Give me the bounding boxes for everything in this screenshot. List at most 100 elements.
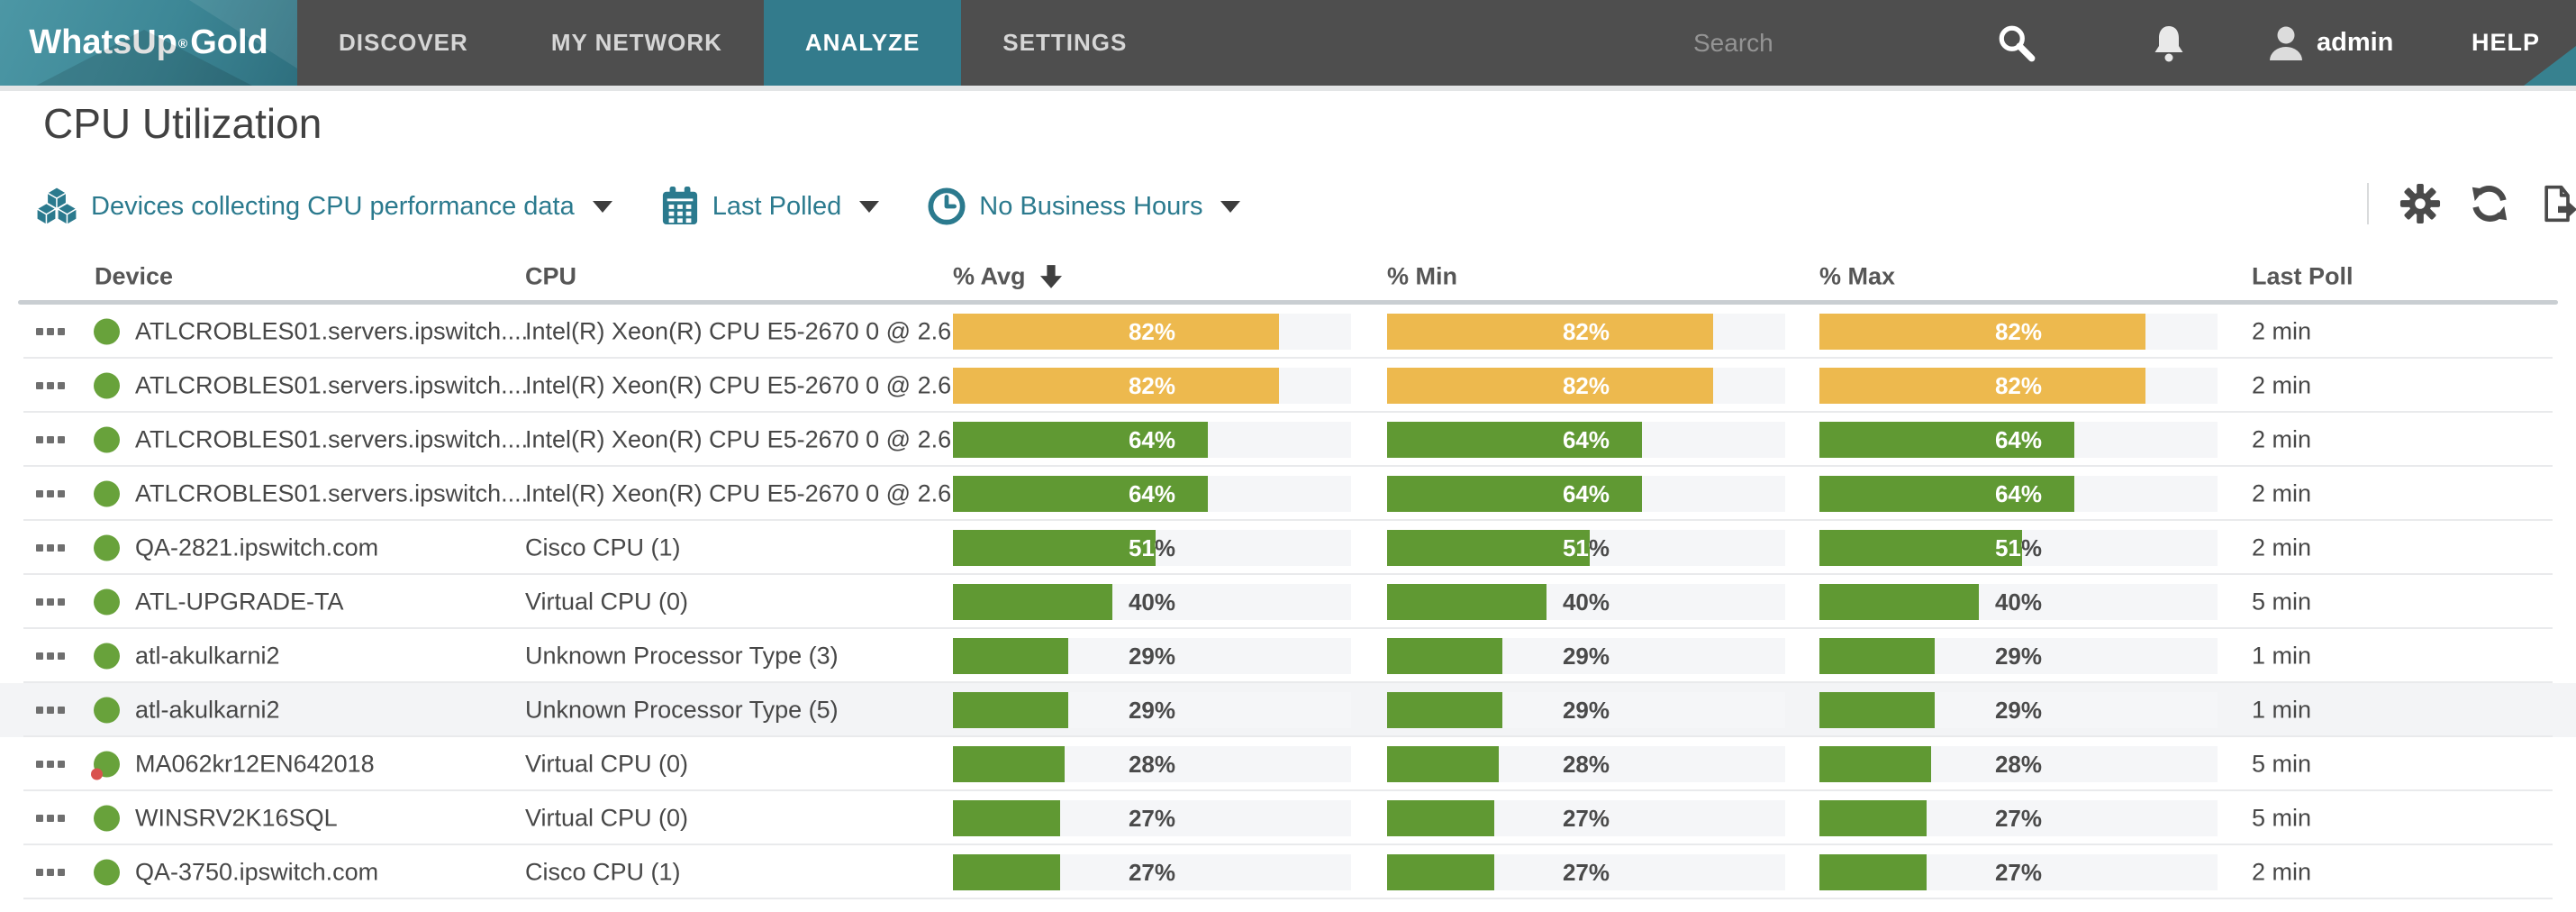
min-utilization-bar: 29%29% <box>1387 692 1785 728</box>
column-header-cpu[interactable]: CPU <box>525 262 577 290</box>
column-header-min[interactable]: % Min <box>1387 262 1457 290</box>
date-range-filter[interactable]: Last Polled <box>661 186 880 227</box>
device-status-icon <box>94 697 120 724</box>
search-input[interactable] <box>1693 21 1982 66</box>
device-name[interactable]: ATLCROBLES01.servers.ipswitch.... <box>135 371 529 399</box>
avg-utilization-bar: 29%29% <box>953 692 1351 728</box>
row-actions-menu-icon[interactable] <box>36 707 65 714</box>
cpu-name: Cisco CPU (1) <box>525 858 681 886</box>
avg-utilization-bar: 40%40% <box>953 584 1351 620</box>
max-utilization-bar: 82%82% <box>1819 368 2218 404</box>
device-status-icon <box>94 372 120 399</box>
device-status-icon <box>94 426 120 453</box>
device-name[interactable]: QA-2821.ipswitch.com <box>135 534 379 561</box>
row-actions-menu-icon[interactable] <box>36 598 65 606</box>
row-actions-menu-icon[interactable] <box>36 436 65 443</box>
toolbar-divider <box>2367 183 2369 224</box>
cpu-name: Intel(R) Xeon(R) CPU E5-2670 0 @ 2.6... <box>525 317 972 345</box>
cpu-name: Intel(R) Xeon(R) CPU E5-2670 0 @ 2.6... <box>525 425 972 453</box>
device-name[interactable]: ATLCROBLES01.servers.ipswitch.... <box>135 479 529 507</box>
clock-icon <box>928 187 966 225</box>
max-utilization-bar: 64%64% <box>1819 476 2218 512</box>
column-header-max[interactable]: % Max <box>1819 262 1896 290</box>
table-row: ATLCROBLES01.servers.ipswitch.... Intel(… <box>0 359 2576 413</box>
chevron-down-icon <box>859 200 880 213</box>
last-poll-value: 2 min <box>2252 858 2312 886</box>
row-actions-menu-icon[interactable] <box>36 815 65 822</box>
row-actions-menu-icon[interactable] <box>36 490 65 497</box>
last-poll-value: 2 min <box>2252 479 2312 507</box>
avg-utilization-bar: 27%27% <box>953 854 1351 890</box>
device-status-icon <box>94 588 120 616</box>
device-group-filter[interactable]: Devices collecting CPU performance data <box>36 187 612 226</box>
device-status-icon <box>94 805 120 832</box>
device-name[interactable]: ATLCROBLES01.servers.ipswitch.... <box>135 425 529 453</box>
refresh-icon[interactable] <box>2468 183 2511 224</box>
device-name[interactable]: MA062kr12EN642018 <box>135 750 375 778</box>
device-name[interactable]: QA-3750.ipswitch.com <box>135 858 379 886</box>
table-header: Device CPU % Avg % Min % Max Last Poll <box>0 253 2576 300</box>
min-utilization-bar: 27%27% <box>1387 854 1785 890</box>
last-poll-value: 2 min <box>2252 371 2312 399</box>
chevron-down-icon <box>592 200 612 213</box>
max-utilization-bar: 82%82% <box>1819 314 2218 350</box>
max-utilization-bar: 28%28% <box>1819 746 2218 782</box>
row-actions-menu-icon[interactable] <box>36 869 65 876</box>
search-icon[interactable] <box>1996 0 2037 86</box>
column-header-avg[interactable]: % Avg <box>953 263 1062 291</box>
page-title: CPU Utilization <box>43 100 322 147</box>
row-actions-menu-icon[interactable] <box>36 382 65 389</box>
max-utilization-bar: 29%29% <box>1819 638 2218 674</box>
last-poll-value: 5 min <box>2252 804 2312 832</box>
sort-desc-icon <box>1039 265 1062 288</box>
row-actions-menu-icon[interactable] <box>36 544 65 552</box>
cpu-name: Virtual CPU (0) <box>525 804 689 832</box>
min-utilization-bar: 51%51% <box>1387 530 1785 566</box>
user-menu[interactable]: admin <box>2266 0 2393 86</box>
table-row: ATLCROBLES01.servers.ipswitch.... Intel(… <box>0 467 2576 521</box>
settings-gear-icon[interactable] <box>2399 183 2441 224</box>
top-nav: WhatsUp ® Gold DISCOVER MY NETWORK ANALYZE… <box>0 0 2576 86</box>
export-icon[interactable] <box>2538 183 2576 224</box>
table-row: WINSRV2K16SQL Virtual CPU (0) 27% 27% 27%… <box>0 791 2576 845</box>
min-utilization-bar: 27%27% <box>1387 800 1785 836</box>
cpu-name: Intel(R) Xeon(R) CPU E5-2670 0 @ 2.6... <box>525 479 972 507</box>
nav-corner-decoration <box>2524 46 2576 86</box>
column-header-device[interactable]: Device <box>95 262 174 290</box>
tab-analyze[interactable]: ANALYZE <box>763 0 962 86</box>
business-hours-filter[interactable]: No Business Hours <box>928 187 1241 225</box>
filter-bar: Devices collecting CPU performance data … <box>36 182 1289 231</box>
device-name[interactable]: WINSRV2K16SQL <box>135 804 338 832</box>
cpu-name: Virtual CPU (0) <box>525 588 689 616</box>
row-actions-menu-icon[interactable] <box>36 761 65 768</box>
last-poll-value: 2 min <box>2252 425 2312 453</box>
device-status-icon <box>94 480 120 507</box>
avg-utilization-bar: 27%27% <box>953 800 1351 836</box>
max-utilization-bar: 51%51% <box>1819 530 2218 566</box>
tab-settings[interactable]: SETTINGS <box>1002 29 1128 56</box>
device-status-icon <box>94 643 120 670</box>
row-actions-menu-icon[interactable] <box>36 328 65 335</box>
tab-discover[interactable]: DISCOVER <box>339 29 468 56</box>
device-status-icon <box>91 751 120 780</box>
logo-text-whatsup: WhatsUp <box>29 23 177 61</box>
avg-utilization-bar: 28%28% <box>953 746 1351 782</box>
device-name[interactable]: ATLCROBLES01.servers.ipswitch.... <box>135 317 529 345</box>
nav-tabs: DISCOVER MY NETWORK ANALYZE SETTINGS <box>297 0 1168 86</box>
last-poll-value: 5 min <box>2252 588 2312 616</box>
tab-my-network[interactable]: MY NETWORK <box>550 29 722 56</box>
whatsup-gold-logo[interactable]: WhatsUp ® Gold <box>0 0 297 86</box>
logo-text-gold: Gold <box>190 23 268 61</box>
nav-shadow <box>0 86 2576 91</box>
table-row: QA-3750.ipswitch.com Cisco CPU (1) 27% 27… <box>0 845 2576 899</box>
device-name[interactable]: atl-akulkarni2 <box>135 642 280 670</box>
column-header-last-poll[interactable]: Last Poll <box>2252 262 2354 290</box>
calendar-icon <box>662 187 697 225</box>
max-utilization-bar: 27%27% <box>1819 854 2218 890</box>
notifications-bell-icon[interactable] <box>2151 0 2187 86</box>
last-poll-value: 2 min <box>2252 317 2312 345</box>
table-row: MA062kr12EN642018 Virtual CPU (0) 28% 28%… <box>0 737 2576 791</box>
row-actions-menu-icon[interactable] <box>36 652 65 660</box>
device-name[interactable]: ATL-UPGRADE-TA <box>135 588 344 616</box>
device-name[interactable]: atl-akulkarni2 <box>135 696 280 724</box>
